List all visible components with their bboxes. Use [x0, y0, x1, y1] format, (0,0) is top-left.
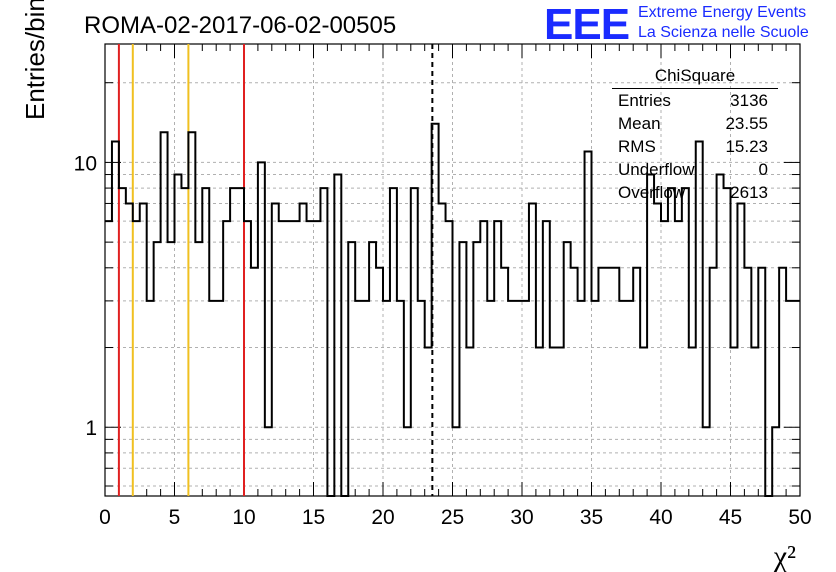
stats-label: Overflow — [618, 183, 686, 202]
stats-label: Underflow — [618, 160, 695, 179]
stats-row-rms: RMS 15.23 — [612, 135, 778, 158]
stats-value: 23.55 — [725, 114, 768, 133]
stats-label: RMS — [618, 137, 656, 156]
y-tick-label: 1 — [85, 417, 97, 440]
logo-tagline-2: La Scienza nelle Scuole — [638, 24, 809, 41]
x-tick-label: 15 — [302, 506, 325, 529]
x-tick-label: 30 — [510, 506, 533, 529]
chart-title: ROMA-02-2017-06-02-00505 — [84, 12, 397, 39]
stats-row-underflow: Underflow 0 — [612, 158, 778, 181]
x-tick-label: 0 — [99, 506, 111, 529]
x-tick-label: 10 — [232, 506, 255, 529]
x-tick-label: 20 — [371, 506, 394, 529]
logo-tagline-1: Extreme Energy Events — [638, 4, 807, 21]
stats-row-overflow: Overflow 2613 — [612, 181, 778, 204]
histogram-line — [105, 122, 800, 497]
stats-divider — [612, 88, 778, 89]
stats-row-mean: Mean 23.55 — [612, 112, 778, 135]
stats-label: Entries — [618, 91, 671, 110]
x-tick-label: 45 — [719, 506, 742, 529]
x-tick-label: 5 — [169, 506, 181, 529]
eee-logo: EEE — [544, 0, 630, 49]
y-axis-label: Entries/bin — [20, 0, 50, 120]
stats-box: ChiSquare Entries 3136 Mean 23.55 RMS 15.23… — [612, 62, 778, 204]
y-tick-label: 10 — [74, 152, 97, 175]
stats-value: 2613 — [730, 183, 768, 202]
stats-label: Mean — [618, 114, 661, 133]
x-tick-label: 35 — [580, 506, 603, 529]
stats-box-name: ChiSquare — [654, 66, 736, 85]
x-axis-label: χ² — [773, 540, 796, 572]
x-tick-label: 25 — [441, 506, 464, 529]
stats-value: 15.23 — [725, 137, 768, 156]
stats-value: 3136 — [730, 91, 768, 110]
x-tick-label: 50 — [788, 506, 811, 529]
x-tick-label: 40 — [649, 506, 672, 529]
stats-value: 0 — [758, 160, 768, 179]
stats-row-entries: Entries 3136 — [612, 89, 778, 112]
